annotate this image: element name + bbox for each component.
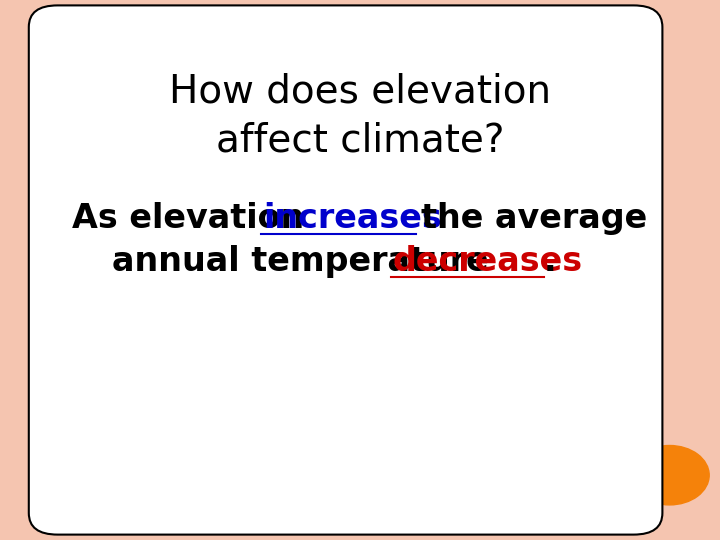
Text: .: .	[544, 245, 557, 279]
Text: How does elevation: How does elevation	[169, 73, 551, 111]
Text: As elevation: As elevation	[72, 202, 316, 235]
Text: the average: the average	[421, 202, 647, 235]
Text: affect climate?: affect climate?	[216, 122, 504, 159]
Text: decreases: decreases	[392, 245, 582, 279]
Text: increases: increases	[263, 202, 441, 235]
Y-axis label: Temperature: Temperature	[170, 338, 189, 478]
Text: annual temperature: annual temperature	[112, 245, 512, 279]
X-axis label: Elevation: Elevation	[280, 502, 382, 521]
